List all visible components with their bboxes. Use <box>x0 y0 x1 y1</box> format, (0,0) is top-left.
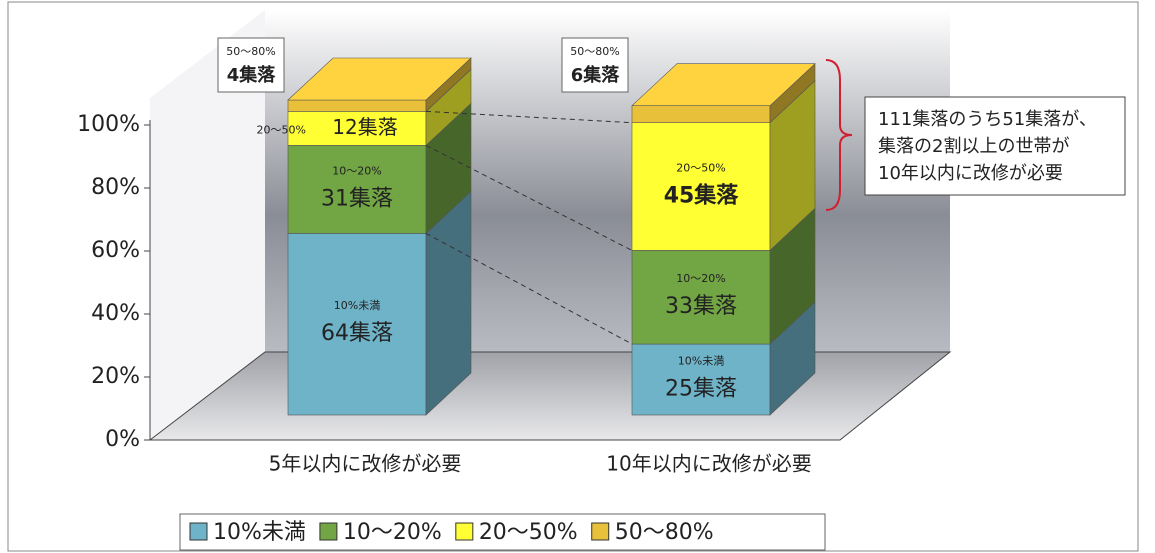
value-label: 6集落 <box>571 64 621 86</box>
annotation: 集落の2割以上の世帯が <box>878 136 1069 157</box>
annotation: 10年以内に改修が必要 <box>878 163 1063 184</box>
bar-segment <box>631 343 771 416</box>
legend-swatch <box>591 522 610 541</box>
label-box <box>561 37 629 93</box>
connector <box>425 232 633 345</box>
side-wall <box>150 10 265 440</box>
x-tick-label: 5年以内に改修が必要 <box>269 452 462 476</box>
value-label: 4集落 <box>227 64 277 86</box>
y-tick-label: 20% <box>91 364 140 389</box>
bar-segment <box>287 99 427 112</box>
floor <box>148 351 952 441</box>
segment-name: 10～20% <box>332 164 381 177</box>
y-tick-label: 80% <box>91 175 140 200</box>
legend <box>179 513 826 551</box>
segment-name: 10%未満 <box>678 355 724 368</box>
legend-swatch <box>189 522 208 541</box>
bar-segment <box>631 250 771 345</box>
segment-name: 20～50% <box>676 162 725 175</box>
y-tick-label: 60% <box>91 238 140 263</box>
value-label: 31集落 <box>321 186 393 211</box>
value-label: 25集落 <box>665 377 737 402</box>
bar-top <box>631 63 816 106</box>
value-label: 12集落 <box>332 115 397 139</box>
segment-name: 20～50% <box>257 123 306 136</box>
legend-label: 50～80% <box>615 520 714 545</box>
legend-label: 20～50% <box>479 520 578 545</box>
bar-top <box>287 57 472 101</box>
annotation: 111集落のうち51集落が、 <box>878 109 1097 130</box>
value-label: 45集落 <box>664 183 740 209</box>
connector <box>425 110 633 124</box>
segment-name: 10～20% <box>676 272 725 285</box>
x-tick-label: 10年以内に改修が必要 <box>606 452 811 476</box>
annotation-box <box>864 96 1126 196</box>
segment-name: 50～80% <box>226 45 275 58</box>
bracket <box>825 59 853 211</box>
bar-segment <box>287 145 427 234</box>
value-label: 33集落 <box>665 294 737 319</box>
label-box <box>217 37 285 93</box>
legend-label: 10～20% <box>343 520 442 545</box>
legend-swatch <box>319 522 338 541</box>
y-tick-label: 100% <box>77 112 140 137</box>
connector <box>425 144 633 251</box>
bar-segment <box>631 122 771 251</box>
segment-name: 10%未満 <box>334 299 380 312</box>
y-tick-label: 40% <box>91 301 140 326</box>
legend-label: 10%未満 <box>213 520 306 545</box>
legend-swatch <box>455 522 474 541</box>
bar-segment <box>287 111 427 146</box>
bar-segment <box>287 233 427 416</box>
segment-name: 50～80% <box>570 45 619 58</box>
value-label: 64集落 <box>321 321 393 346</box>
y-tick-label: 0% <box>105 427 140 452</box>
bar-segment <box>631 105 771 124</box>
